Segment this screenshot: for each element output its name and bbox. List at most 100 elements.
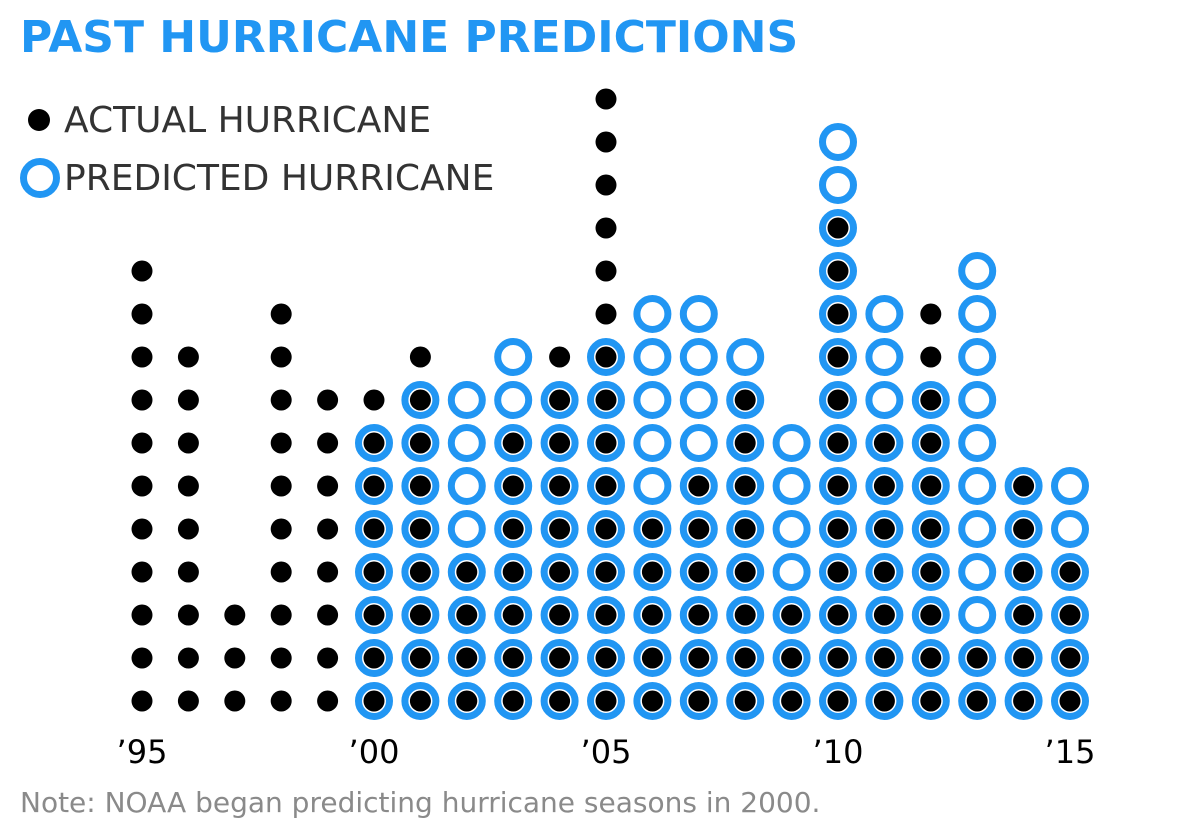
predicted-ring-2007-9 <box>679 338 718 376</box>
x-tick-label-2015: ’15 <box>1045 733 1096 771</box>
actual-dot-2009-2 <box>781 647 803 669</box>
actual-dot-2011-6 <box>873 475 895 497</box>
actual-dot-2010-7 <box>827 432 849 454</box>
actual-dot-2008-6 <box>734 475 756 497</box>
actual-dot-2010-3 <box>827 604 849 626</box>
actual-dot-2010-10 <box>827 303 849 325</box>
actual-dot-2003-7 <box>502 432 524 454</box>
actual-dot-2004-3 <box>549 604 571 626</box>
actual-dot-2004-4 <box>549 561 571 583</box>
actual-dot-2008-3 <box>734 604 756 626</box>
predicted-ring-2006-8 <box>633 381 672 419</box>
actual-dot-2010-1 <box>827 690 849 712</box>
actual-dot-1999-7 <box>317 432 339 454</box>
actual-dot-2012-2 <box>920 647 942 669</box>
predicted-ring-2007-8 <box>679 381 718 419</box>
actual-dot-2012-8 <box>920 389 942 411</box>
actual-dot-2012-10 <box>920 303 942 325</box>
actual-dot-2001-8 <box>409 389 431 411</box>
actual-dot-2006-2 <box>641 647 663 669</box>
actual-dot-1998-9 <box>270 346 292 368</box>
actual-dot-2007-6 <box>688 475 710 497</box>
actual-dot-1996-8 <box>177 389 199 411</box>
actual-dot-2003-1 <box>502 690 524 712</box>
legend-actual-label: ACTUAL HURRICANE <box>64 99 432 141</box>
actual-dot-1995-5 <box>131 518 153 540</box>
actual-dot-1999-4 <box>317 561 339 583</box>
chart-title: PAST HURRICANE PREDICTIONS <box>20 12 799 63</box>
actual-dot-1995-2 <box>131 647 153 669</box>
actual-dot-2012-7 <box>920 432 942 454</box>
predicted-ring-2011-10 <box>865 295 904 333</box>
actual-dot-1998-4 <box>270 561 292 583</box>
actual-dot-2002-4 <box>456 561 478 583</box>
actual-dot-2008-8 <box>734 389 756 411</box>
actual-dot-2015-4 <box>1059 561 1081 583</box>
actual-dot-2011-4 <box>873 561 895 583</box>
actual-dot-2010-8 <box>827 389 849 411</box>
actual-dot-1995-9 <box>131 346 153 368</box>
actual-dot-2015-1 <box>1059 690 1081 712</box>
legend-actual: ACTUAL HURRICANE <box>20 99 432 141</box>
actual-dot-2014-6 <box>1013 475 1035 497</box>
predicted-ring-2009-4 <box>772 553 811 591</box>
actual-dot-1999-5 <box>317 518 339 540</box>
actual-dot-1996-2 <box>177 647 199 669</box>
actual-dot-2004-7 <box>549 432 571 454</box>
actual-dot-2014-1 <box>1013 690 1035 712</box>
actual-dot-2002-1 <box>456 690 478 712</box>
actual-dot-2005-12 <box>595 217 617 239</box>
actual-dot-2000-1 <box>363 690 385 712</box>
predicted-ring-2010-13 <box>819 166 857 204</box>
actual-dot-1999-8 <box>317 389 339 411</box>
actual-dot-2003-6 <box>502 475 524 497</box>
actual-dot-2011-2 <box>873 647 895 669</box>
predicted-ring-2010-14 <box>819 123 857 161</box>
predicted-ring-2008-9 <box>726 338 765 376</box>
predicted-ring-2015-6 <box>1051 467 1089 505</box>
actual-dot-2010-6 <box>827 475 849 497</box>
predicted-ring-2002-7 <box>447 424 486 462</box>
actual-dot-2005-3 <box>595 604 617 626</box>
predicted-ring-2013-7 <box>958 424 997 462</box>
x-tick-label-2010: ’10 <box>813 733 864 771</box>
actual-dot-icon <box>28 109 50 131</box>
actual-dot-2010-11 <box>827 260 849 282</box>
actual-dot-2001-6 <box>409 475 431 497</box>
actual-dot-2010-4 <box>827 561 849 583</box>
predicted-ring-2013-4 <box>958 553 997 591</box>
predicted-ring-2009-6 <box>772 467 811 505</box>
actual-dot-2005-8 <box>595 389 617 411</box>
actual-dot-2000-5 <box>363 518 385 540</box>
actual-dot-2012-4 <box>920 561 942 583</box>
actual-dot-1996-6 <box>177 475 199 497</box>
actual-dot-1998-1 <box>270 690 292 712</box>
predicted-ring-2009-7 <box>772 424 811 462</box>
actual-dot-1995-11 <box>131 260 153 282</box>
actual-dot-2004-1 <box>549 690 571 712</box>
predicted-ring-2009-5 <box>772 510 811 548</box>
actual-dot-2001-4 <box>409 561 431 583</box>
actual-dot-2001-2 <box>409 647 431 669</box>
actual-dot-1995-4 <box>131 561 153 583</box>
actual-dot-2005-2 <box>595 647 617 669</box>
predicted-ring-2006-10 <box>633 295 672 333</box>
actual-dot-2005-4 <box>595 561 617 583</box>
actual-dot-1998-3 <box>270 604 292 626</box>
predicted-ring-2011-8 <box>865 381 904 419</box>
actual-dot-2007-3 <box>688 604 710 626</box>
actual-dot-2005-10 <box>595 303 617 325</box>
actual-dot-2001-7 <box>409 432 431 454</box>
predicted-ring-2002-6 <box>447 467 486 505</box>
actual-dot-1996-3 <box>177 604 199 626</box>
actual-dot-1999-3 <box>317 604 339 626</box>
actual-dot-1997-2 <box>224 647 246 669</box>
actual-dot-1995-10 <box>131 303 153 325</box>
footnote: Note: NOAA began predicting hurricane se… <box>20 786 821 819</box>
x-tick-label-1995: ’95 <box>117 733 168 771</box>
actual-dot-2005-9 <box>595 346 617 368</box>
actual-dot-2005-14 <box>595 131 617 153</box>
actual-dot-2000-2 <box>363 647 385 669</box>
predicted-ring-2002-8 <box>447 381 486 419</box>
